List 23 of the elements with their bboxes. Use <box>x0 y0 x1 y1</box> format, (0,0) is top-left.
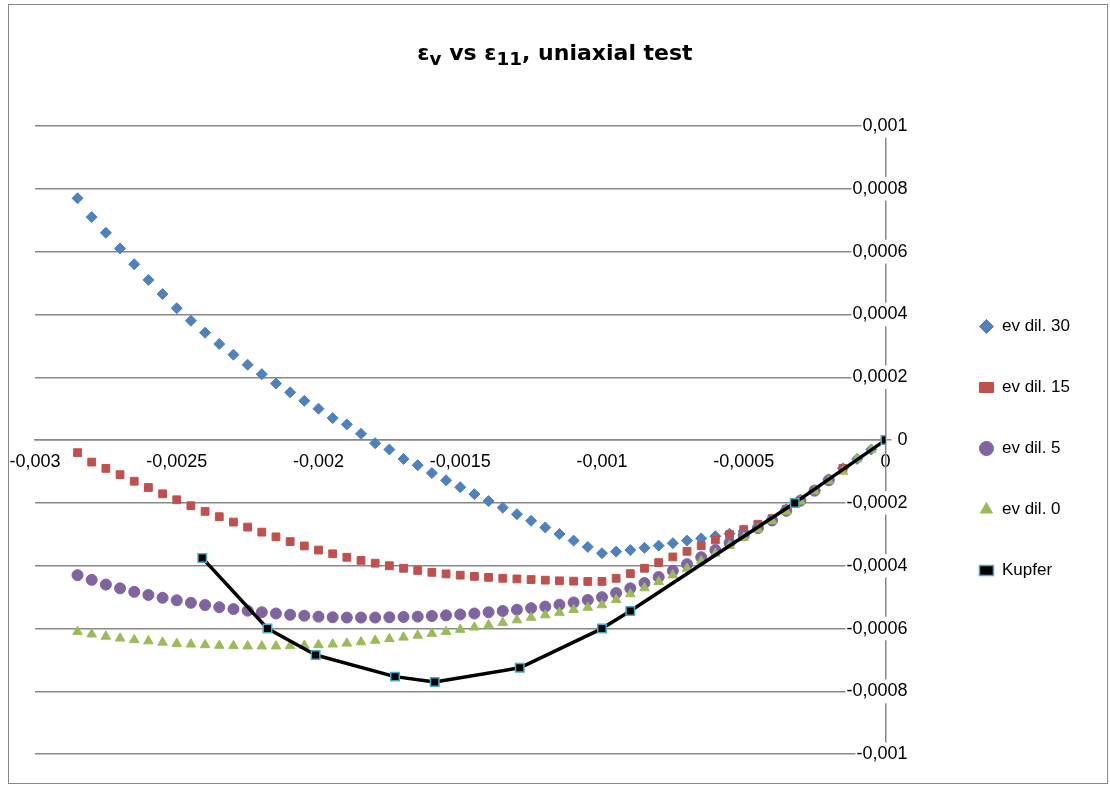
x-tick-label: -0,003 <box>9 450 61 471</box>
y-tick-label: -0,0004 <box>846 554 908 575</box>
y-tick-label: 0 <box>897 429 908 450</box>
y-tick-label: 0,0004 <box>852 303 908 324</box>
legend-label: ev dil. 0 <box>1001 499 1061 519</box>
chart-title: ε$_{v}$ vs ε$_{11}$, uniaxial test <box>416 40 694 70</box>
x-tick-label: -0,0025 <box>146 450 208 471</box>
y-tick-label: -0,0002 <box>846 491 908 512</box>
legend-label: ev dil. 5 <box>1001 438 1061 458</box>
x-tick-label: -0,002 <box>292 450 345 471</box>
y-tick-label: -0,001 <box>856 743 908 764</box>
x-tick-label: -0,0015 <box>429 450 491 471</box>
y-tick-label: 0,001 <box>862 114 908 135</box>
x-tick-label: -0,001 <box>576 450 628 471</box>
legend-label: Kupfer <box>1001 560 1053 580</box>
x-tick-label: -0,0005 <box>713 450 775 471</box>
legend-label: ev dil. 30 <box>1001 316 1071 336</box>
y-tick-label: 0,0006 <box>852 240 908 261</box>
y-tick-label: -0,0008 <box>846 680 908 701</box>
y-tick-label: 0,0008 <box>852 177 908 198</box>
y-tick-label: -0,0006 <box>846 617 908 638</box>
y-tick-label: 0,0002 <box>852 366 908 387</box>
legend-label: ev dil. 15 <box>1001 377 1071 397</box>
